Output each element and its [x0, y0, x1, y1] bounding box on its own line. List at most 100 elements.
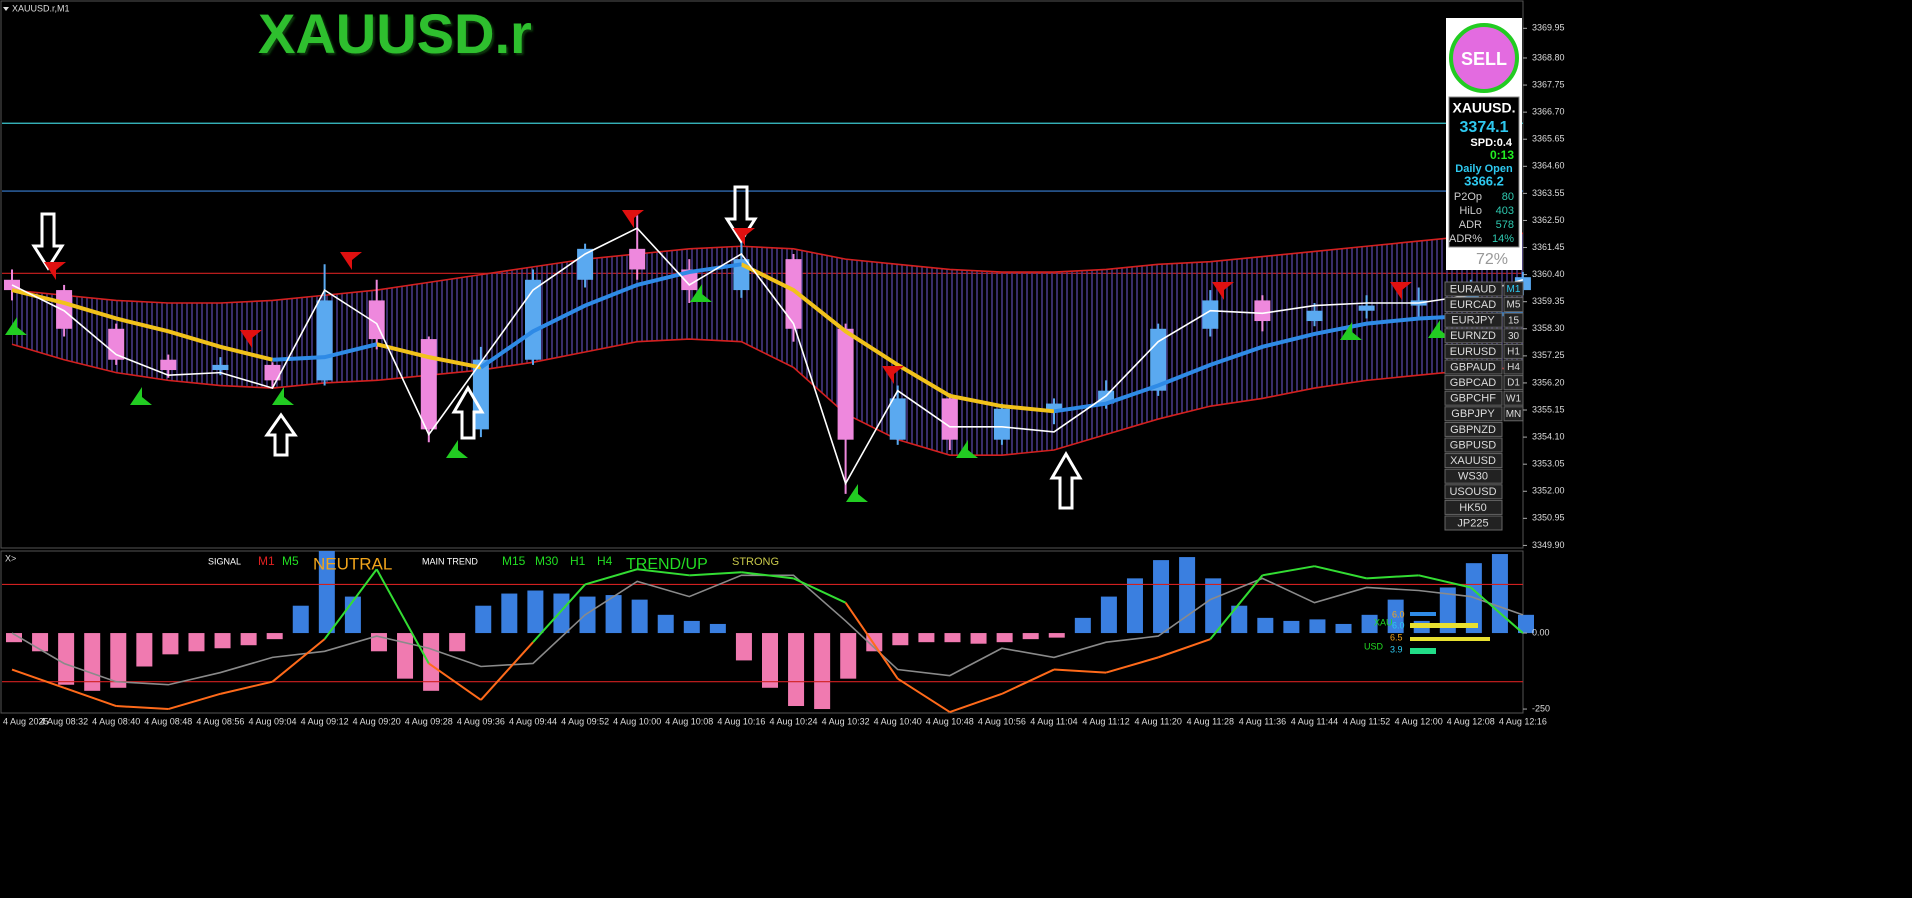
symbol-button[interactable] — [1444, 359, 1503, 375]
candle-body — [1254, 300, 1271, 322]
histogram-bar — [475, 605, 492, 634]
histogram-bar — [527, 590, 544, 634]
timeframe-button[interactable] — [1503, 390, 1524, 406]
symbol-button[interactable] — [1444, 468, 1503, 484]
histogram-bar — [918, 633, 935, 643]
osc-signal-segment — [584, 568, 638, 586]
histogram-bar — [996, 633, 1013, 643]
symbol-button[interactable] — [1444, 515, 1503, 531]
panel-spread: SPD:0.4 — [1470, 137, 1512, 149]
x-tick-label: 4 Aug 10:48 — [926, 716, 974, 726]
timeframe-button[interactable] — [1503, 343, 1524, 359]
symbol-button[interactable] — [1444, 328, 1503, 344]
symbol-button[interactable] — [1444, 453, 1503, 469]
sell-mark — [622, 210, 644, 228]
candle-body — [212, 364, 229, 371]
histogram-bar — [1335, 623, 1352, 634]
symbol-button[interactable] — [1444, 499, 1503, 515]
meter-quote-label: USD — [1364, 641, 1384, 651]
signal-marks — [5, 210, 1450, 502]
signal-badge[interactable] — [1449, 23, 1519, 93]
y-tick-label: 3360.40 — [1532, 269, 1565, 279]
timeframe-label: W1 — [1506, 393, 1521, 404]
osc-signal-segment — [1157, 638, 1211, 659]
osc-signal-segment — [1105, 656, 1159, 674]
candle-body — [1306, 310, 1323, 322]
histogram-bar — [892, 633, 909, 646]
symbol-button[interactable] — [1444, 421, 1503, 437]
buy-mark — [130, 387, 152, 405]
timeframe-button[interactable] — [1503, 359, 1524, 375]
symbol-button[interactable] — [1444, 297, 1503, 313]
buy-mark — [846, 484, 868, 502]
ma-line — [479, 262, 742, 370]
histogram-bar — [449, 633, 466, 652]
x-tick-label: 4 Aug 12:16 — [1499, 716, 1547, 726]
osc-signal-segment — [220, 680, 273, 695]
symbol-button[interactable] — [1444, 375, 1503, 391]
timeframe-button[interactable] — [1503, 328, 1524, 344]
symbol-label: WS30 — [1458, 471, 1488, 483]
candle-body — [160, 359, 177, 371]
histogram-bar — [370, 633, 387, 652]
y-tick-label: 3352.00 — [1532, 486, 1565, 496]
symbol-label: GBPJPY — [1451, 408, 1495, 420]
y-tick-label: 3369.95 — [1532, 23, 1565, 33]
x-tick-label: 4 Aug 10:56 — [978, 716, 1026, 726]
stat-value: 80 — [1502, 191, 1514, 203]
histogram-bar — [1100, 596, 1117, 634]
histogram-bar — [1179, 557, 1196, 634]
panel-percent: 72% — [1476, 251, 1508, 268]
symbol-button[interactable] — [1444, 437, 1503, 453]
histogram-bar — [1126, 578, 1143, 634]
histogram-bar — [605, 595, 622, 634]
up-arrow — [264, 412, 298, 457]
buy-mark — [690, 284, 712, 302]
stat-label: HiLo — [1459, 205, 1482, 217]
timeframe-button[interactable] — [1503, 281, 1524, 297]
meter-bar — [1410, 648, 1436, 654]
y-tick-label: 3353.05 — [1532, 459, 1565, 469]
histogram-bar — [944, 633, 961, 643]
x-tick-label: 4 Aug 12:00 — [1395, 716, 1443, 726]
candle-body — [1046, 403, 1062, 412]
y-tick-label: 3361.45 — [1532, 242, 1565, 252]
osc-state: NEUTRAL — [313, 554, 392, 573]
histogram-bar — [6, 633, 22, 643]
meter-value: 6.0 — [1392, 609, 1405, 619]
sell-mark — [882, 366, 904, 384]
symbol-button[interactable] — [1444, 484, 1503, 500]
symbol-button[interactable] — [1444, 281, 1503, 297]
x-tick-label: 4 Aug 10:32 — [822, 716, 870, 726]
x-tick-label: 4 Aug 08:32 — [40, 716, 88, 726]
y-tick-label: 3358.30 — [1532, 323, 1565, 333]
timeframe-button[interactable] — [1503, 406, 1524, 422]
osc-label: SIGNAL — [208, 556, 241, 566]
histogram-bar — [1309, 619, 1326, 634]
histogram-bar — [970, 633, 987, 644]
y-tick-label: 3368.80 — [1532, 52, 1565, 62]
timeframe-label: 30 — [1508, 331, 1520, 342]
stat-label: ADR — [1459, 219, 1482, 231]
symbol-label: GBPAUD — [1450, 361, 1496, 373]
timeframe-button[interactable] — [1503, 297, 1524, 313]
symbol-button[interactable] — [1444, 406, 1503, 422]
osc-label: M15 — [502, 554, 526, 568]
x-tick-label: 4 Aug 09:36 — [457, 716, 505, 726]
y-tick-label: 0.00 — [1532, 627, 1550, 637]
sell-mark — [1212, 282, 1234, 300]
ma-line — [11, 288, 273, 362]
x-tick-label: 4 Aug 10:40 — [874, 716, 922, 726]
histogram-bar — [214, 633, 231, 649]
histogram-bar — [501, 593, 518, 634]
osc-signal-segment — [375, 568, 430, 664]
histogram-bar — [814, 633, 831, 710]
timeframe-button[interactable] — [1503, 312, 1524, 328]
symbol-button[interactable] — [1444, 390, 1503, 406]
candle-body — [993, 408, 1010, 440]
symbol-button[interactable] — [1444, 343, 1503, 359]
stat-value: 578 — [1496, 219, 1514, 231]
symbol-label: EURUSD — [1450, 346, 1497, 358]
symbol-button[interactable] — [1444, 312, 1503, 328]
